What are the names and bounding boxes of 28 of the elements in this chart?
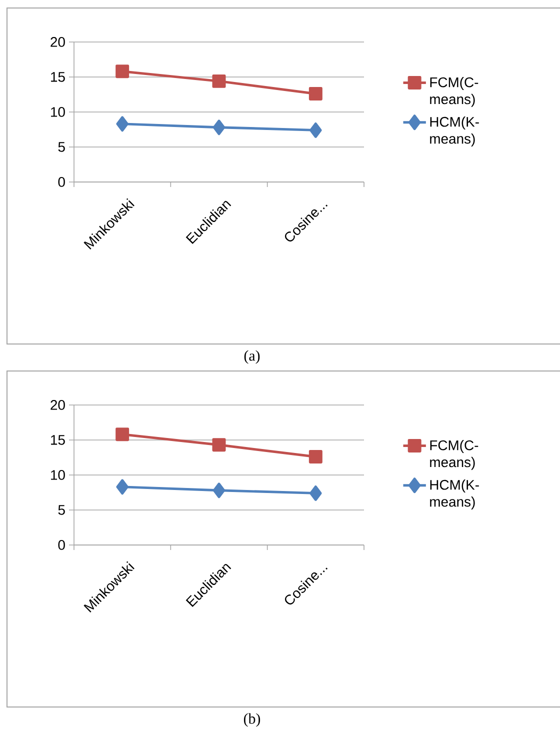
y-tick-label: 0 <box>58 177 65 187</box>
y-tick-label: 0 <box>58 540 65 550</box>
y-tick-label: 20 <box>50 400 65 410</box>
point <box>116 64 130 78</box>
legend-label: FCM(C-means) <box>430 440 478 470</box>
y-tick-label: 5 <box>58 505 65 515</box>
point <box>116 428 130 442</box>
point <box>116 479 128 495</box>
point <box>116 116 128 132</box>
point <box>310 485 322 501</box>
y-tick-label: 20 <box>50 37 65 47</box>
text: (b) <box>244 713 260 727</box>
text: (a) <box>244 350 260 364</box>
point <box>212 74 226 88</box>
point <box>212 482 226 498</box>
point <box>310 122 322 138</box>
legend-label: HCM(K-means) <box>430 480 479 510</box>
point <box>308 87 322 101</box>
legend-label: HCM(K-means) <box>430 116 479 146</box>
y-tick-label: 5 <box>58 142 65 152</box>
legend-label: FCM(C-means) <box>430 76 478 107</box>
y-tick-label: 15 <box>51 435 65 445</box>
point <box>212 120 226 136</box>
point <box>308 450 322 464</box>
y-tick-label: 10 <box>51 107 65 117</box>
y-tick-label: 15 <box>51 72 65 82</box>
y-tick-label: 10 <box>51 470 65 480</box>
point <box>212 438 226 452</box>
